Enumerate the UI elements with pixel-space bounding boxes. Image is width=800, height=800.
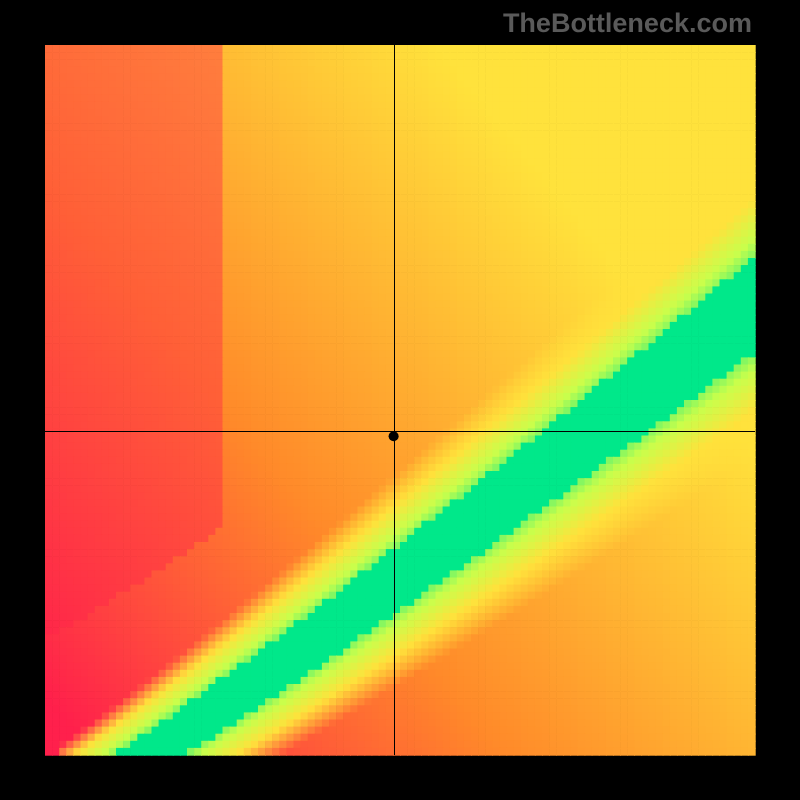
chart-container: TheBottleneck.com <box>0 0 800 800</box>
crosshair-overlay <box>0 0 800 800</box>
watermark-text: TheBottleneck.com <box>503 8 752 39</box>
